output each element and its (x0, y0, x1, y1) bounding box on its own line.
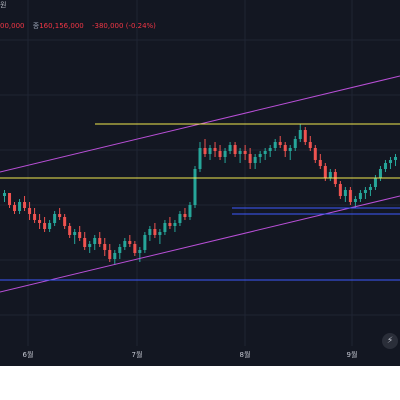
candle-body-47 (238, 151, 242, 154)
candle-body-43 (218, 151, 222, 157)
candle-body-76 (383, 163, 387, 169)
candle-body-60 (303, 130, 307, 142)
candle-body-62 (313, 148, 317, 160)
candle-body-77 (388, 160, 392, 163)
candle-body-9 (48, 223, 52, 229)
candle-body-17 (88, 244, 92, 247)
candle-body-51 (258, 154, 262, 157)
change-percent: (-0.24%) (125, 22, 156, 30)
candle-body-67 (338, 184, 342, 196)
candle-body-70 (353, 199, 357, 202)
x-axis-label-aug: 8월 (239, 351, 251, 359)
candle-body-65 (328, 172, 332, 178)
candle-body-19 (98, 238, 102, 244)
candle-body-74 (373, 178, 377, 187)
candle-body-0 (3, 193, 7, 196)
candle-body-18 (93, 238, 97, 244)
candle-body-26 (133, 244, 137, 253)
candle-body-56 (283, 145, 287, 151)
candle-body-69 (348, 190, 352, 202)
candle-body-8 (43, 223, 47, 229)
candle-body-48 (243, 151, 247, 154)
candle-body-3 (18, 202, 22, 211)
trend-line-lower (0, 195, 400, 293)
candle-body-36 (183, 214, 187, 217)
candle-body-32 (163, 223, 167, 232)
candle-body-53 (268, 148, 272, 151)
candle-body-40 (203, 148, 207, 154)
candle-body-52 (263, 151, 267, 154)
candle-body-7 (38, 220, 42, 223)
candle-body-42 (213, 148, 217, 151)
close-label: 종 (32, 22, 40, 30)
symbol-title-fragment: 원 (0, 1, 7, 9)
candle-body-34 (173, 223, 177, 226)
candle-body-49 (248, 154, 252, 163)
lightning-icon[interactable]: ⚡ (382, 333, 398, 349)
page-footer (0, 366, 400, 400)
close-value: 160,156,000 (39, 22, 84, 30)
candle-body-12 (63, 217, 67, 226)
candle-body-50 (253, 157, 257, 163)
candle-body-75 (378, 169, 382, 178)
candle-body-27 (138, 250, 142, 253)
x-axis-label-jul: 7월 (131, 351, 143, 359)
candle-body-14 (73, 232, 77, 235)
candle-body-78 (393, 157, 397, 160)
candle-body-63 (318, 160, 322, 166)
candle-body-71 (358, 193, 362, 199)
x-axis-label-sep: 9월 (346, 351, 358, 359)
candle-body-44 (223, 151, 227, 157)
change-value: -380,000 (91, 22, 124, 30)
candle-body-33 (168, 223, 172, 226)
candle-body-59 (298, 130, 302, 139)
candle-body-37 (188, 205, 192, 217)
candle-body-30 (153, 229, 157, 235)
candle-body-54 (273, 142, 277, 148)
candle-body-28 (143, 235, 147, 250)
candle-body-23 (118, 247, 122, 253)
candle-body-21 (108, 250, 112, 259)
candle-body-25 (128, 241, 132, 244)
candle-body-4 (23, 202, 27, 208)
candle-body-73 (368, 187, 372, 190)
candle-body-11 (58, 214, 62, 217)
candle-body-5 (28, 208, 32, 214)
candle-body-46 (233, 145, 237, 154)
candle-body-22 (113, 253, 117, 259)
x-axis-label-jun: 6월 (22, 351, 34, 359)
candle-body-68 (343, 190, 347, 196)
open-value: 00,000 (0, 22, 25, 30)
candle-body-24 (123, 241, 127, 247)
candle-body-10 (53, 214, 57, 223)
ohlc-legend: 00,000 종160,156,000 -380,000 (-0.24%) (0, 22, 156, 30)
candle-body-2 (13, 205, 17, 211)
candle-body-15 (78, 232, 82, 238)
candle-body-29 (148, 229, 152, 235)
candle-body-72 (363, 190, 367, 193)
candle-body-1 (8, 193, 12, 205)
candle-body-55 (278, 142, 282, 145)
candle-body-38 (193, 169, 197, 205)
candle-body-20 (103, 244, 107, 250)
candle-body-31 (158, 232, 162, 235)
candle-body-41 (208, 148, 212, 154)
candle-body-16 (83, 238, 87, 247)
candle-body-39 (198, 148, 202, 169)
candle-body-45 (228, 145, 232, 151)
candle-body-57 (288, 148, 292, 151)
candle-body-64 (323, 166, 327, 178)
candle-body-61 (308, 142, 312, 148)
candle-body-6 (33, 214, 37, 220)
price-chart[interactable] (0, 0, 400, 366)
candle-body-13 (68, 226, 72, 235)
candle-body-58 (293, 139, 297, 148)
candle-body-35 (178, 214, 182, 223)
chart-area[interactable]: 원 00,000 종160,156,000 -380,000 (-0.24%) … (0, 0, 400, 366)
